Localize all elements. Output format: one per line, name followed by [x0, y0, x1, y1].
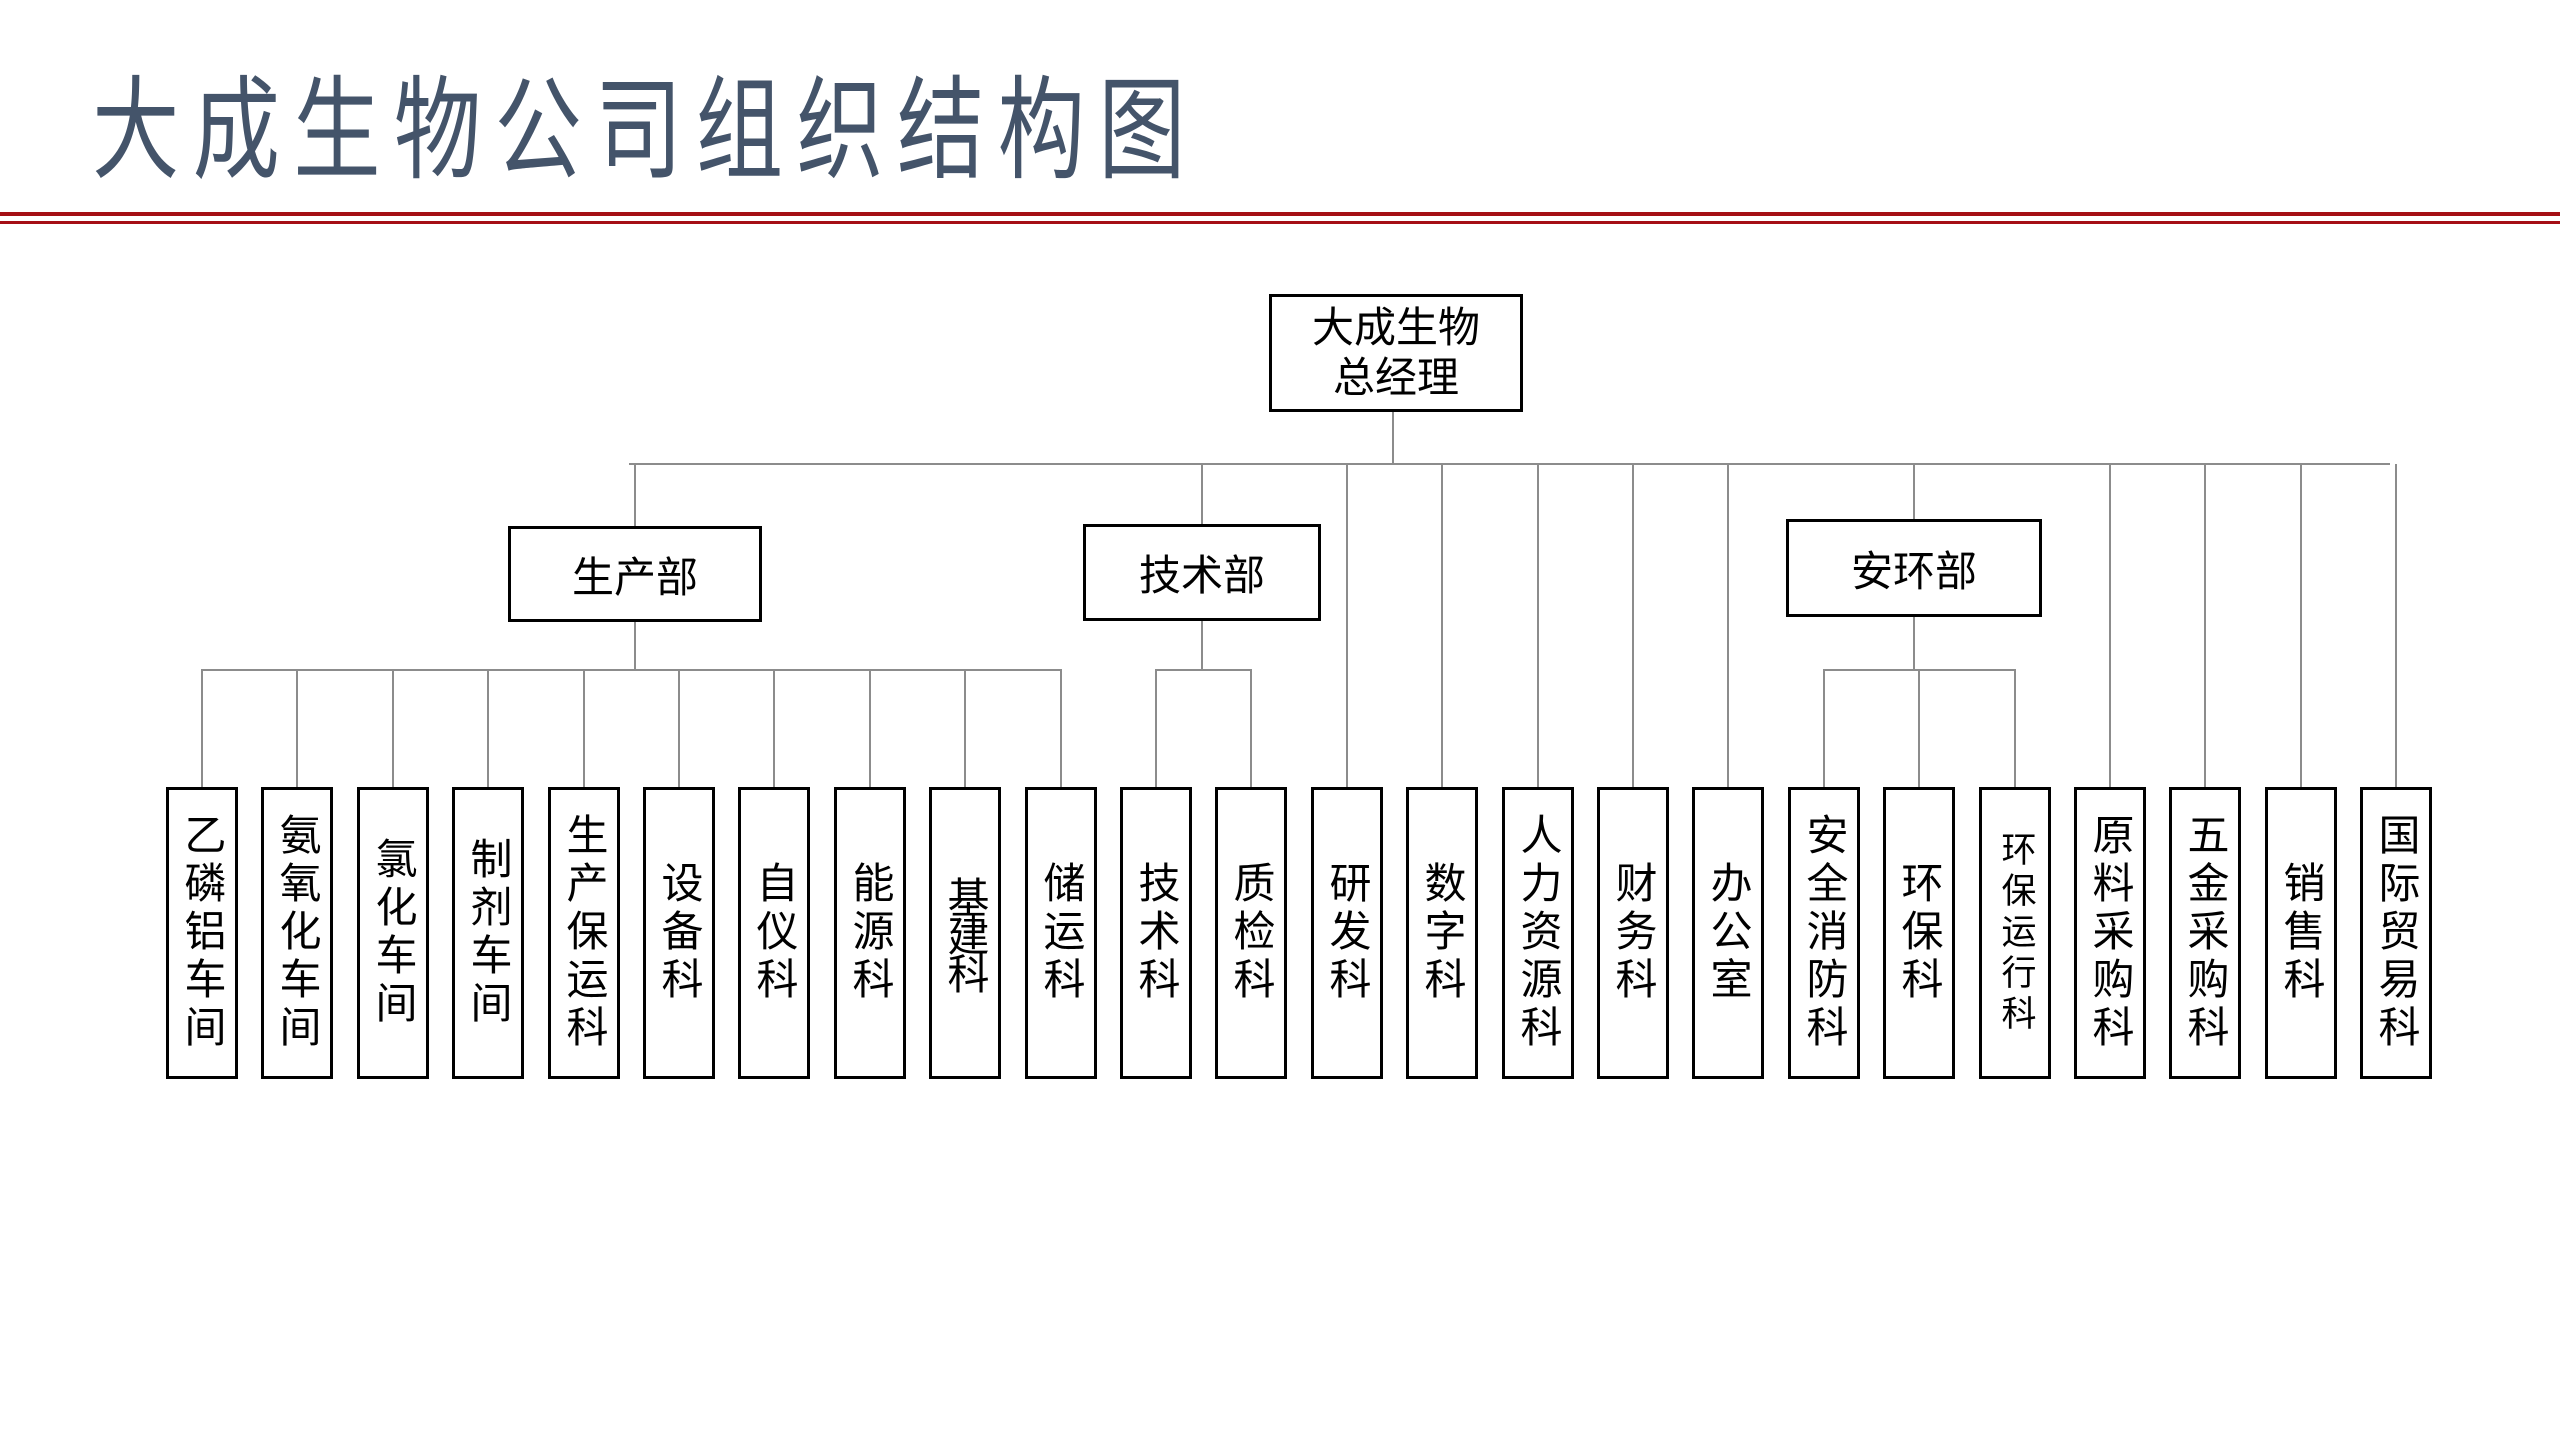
unit-node[interactable]: 能源科: [834, 787, 906, 1079]
unit-label: 制剂车间: [464, 837, 513, 1029]
root-node-line1: 大成生物: [1311, 303, 1480, 352]
unit-node[interactable]: 氯化车间: [357, 787, 429, 1079]
connector-prod: [634, 464, 636, 526]
unit-label: 氯化车间: [369, 837, 418, 1029]
unit-label: 数字科: [1418, 861, 1467, 1005]
department-label: 生产部: [571, 552, 698, 602]
unit-node[interactable]: 自仪科: [738, 787, 810, 1079]
connector-unit: [2014, 669, 2016, 787]
connector-unit: [1727, 464, 1729, 787]
unit-label: 五金采购科: [2181, 813, 2230, 1053]
unit-node[interactable]: 办公室: [1692, 787, 1764, 1079]
connector-unit: [773, 669, 775, 787]
connector-unit: [678, 669, 680, 787]
connector-unit: [2109, 464, 2111, 787]
unit-label: 生产保运科: [560, 813, 609, 1053]
unit-label: 技术科: [1132, 861, 1181, 1005]
unit-label: 办公室: [1704, 861, 1753, 1005]
unit-label: 储运科: [1037, 861, 1086, 1005]
title-divider-bottom: [0, 221, 2560, 224]
connector-unit: [392, 669, 394, 787]
unit-node[interactable]: 生产保运科: [548, 787, 620, 1079]
connector-bus-prod: [201, 669, 1062, 671]
connector-unit: [487, 669, 489, 787]
page-title: 大成生物公司组织结构图: [92, 66, 1199, 196]
unit-label: 财务科: [1609, 861, 1658, 1005]
unit-label: 环保运行科: [1995, 830, 2036, 1036]
connector-unit: [1060, 669, 1062, 787]
unit-node[interactable]: 财务科: [1597, 787, 1669, 1079]
unit-node[interactable]: 氨氧化车间: [261, 787, 333, 1079]
unit-node[interactable]: 研发科: [1311, 787, 1383, 1079]
unit-node[interactable]: 储运科: [1025, 787, 1097, 1079]
department-node-env[interactable]: 安环部: [1786, 519, 2042, 617]
department-node-tech[interactable]: 技术部: [1083, 524, 1321, 621]
connector-unit: [1823, 669, 1825, 787]
unit-node[interactable]: 质检科: [1215, 787, 1287, 1079]
unit-node[interactable]: 销售科: [2265, 787, 2337, 1079]
connector-unit: [1441, 464, 1443, 787]
unit-node[interactable]: 人力资源科: [1502, 787, 1574, 1079]
connector-unit: [2395, 464, 2397, 787]
unit-label: 人力资源科: [1514, 813, 1563, 1053]
unit-label: 能源科: [846, 861, 895, 1005]
unit-node[interactable]: 乙磷铝车间: [166, 787, 238, 1079]
connector-tech: [1201, 464, 1203, 524]
connector-main-bus: [629, 463, 2390, 465]
title-divider-top: [0, 212, 2560, 216]
unit-node[interactable]: 设备科: [643, 787, 715, 1079]
unit-label: 安全消防科: [1800, 813, 1849, 1053]
root-node-general-manager[interactable]: 大成生物 总经理: [1269, 294, 1523, 412]
connector-unit: [2300, 464, 2302, 787]
connector-bus-env: [1823, 669, 2016, 671]
unit-label: 乙磷铝车间: [178, 813, 227, 1053]
unit-node[interactable]: 原料采购科: [2074, 787, 2146, 1079]
unit-label: 自仪科: [750, 861, 799, 1005]
connector-unit: [201, 669, 203, 787]
connector-unit: [583, 669, 585, 787]
connector-env: [1913, 464, 1915, 519]
unit-node[interactable]: 环保运行科: [1979, 787, 2051, 1079]
unit-node[interactable]: 安全消防科: [1788, 787, 1860, 1079]
connector-down-prod: [634, 622, 636, 669]
connector-unit: [1250, 669, 1252, 787]
unit-label: 基建科: [941, 876, 990, 990]
unit-node[interactable]: 技术科: [1120, 787, 1192, 1079]
unit-label: 销售科: [2277, 861, 2326, 1005]
unit-label: 设备科: [655, 861, 704, 1005]
unit-label: 国际贸易科: [2372, 813, 2421, 1053]
unit-node[interactable]: 基建科: [929, 787, 1001, 1079]
unit-label: 质检科: [1227, 861, 1276, 1005]
department-label: 安环部: [1850, 546, 1977, 596]
connector-unit: [1537, 464, 1539, 787]
department-label: 技术部: [1138, 551, 1265, 600]
connector-unit: [1155, 669, 1157, 787]
unit-node[interactable]: 环保科: [1883, 787, 1955, 1079]
connector-unit: [1346, 464, 1348, 787]
connector-unit: [2204, 464, 2206, 787]
connector-unit: [1632, 464, 1634, 787]
connector-unit: [296, 669, 298, 787]
unit-label: 研发科: [1323, 861, 1372, 1005]
unit-label: 环保科: [1895, 861, 1944, 1005]
connector-down-tech: [1201, 621, 1203, 669]
department-node-prod[interactable]: 生产部: [508, 526, 762, 622]
connector-root: [1392, 412, 1394, 465]
connector-bus-tech: [1155, 669, 1252, 671]
unit-node[interactable]: 制剂车间: [452, 787, 524, 1079]
connector-down-env: [1913, 617, 1915, 669]
unit-label: 氨氧化车间: [273, 813, 322, 1053]
unit-label: 原料采购科: [2086, 813, 2135, 1053]
root-node-line2: 总经理: [1332, 353, 1459, 402]
connector-unit: [964, 669, 966, 787]
unit-node[interactable]: 数字科: [1406, 787, 1478, 1079]
connector-unit: [869, 669, 871, 787]
unit-node[interactable]: 五金采购科: [2169, 787, 2241, 1079]
connector-unit: [1918, 669, 1920, 787]
unit-node[interactable]: 国际贸易科: [2360, 787, 2432, 1079]
